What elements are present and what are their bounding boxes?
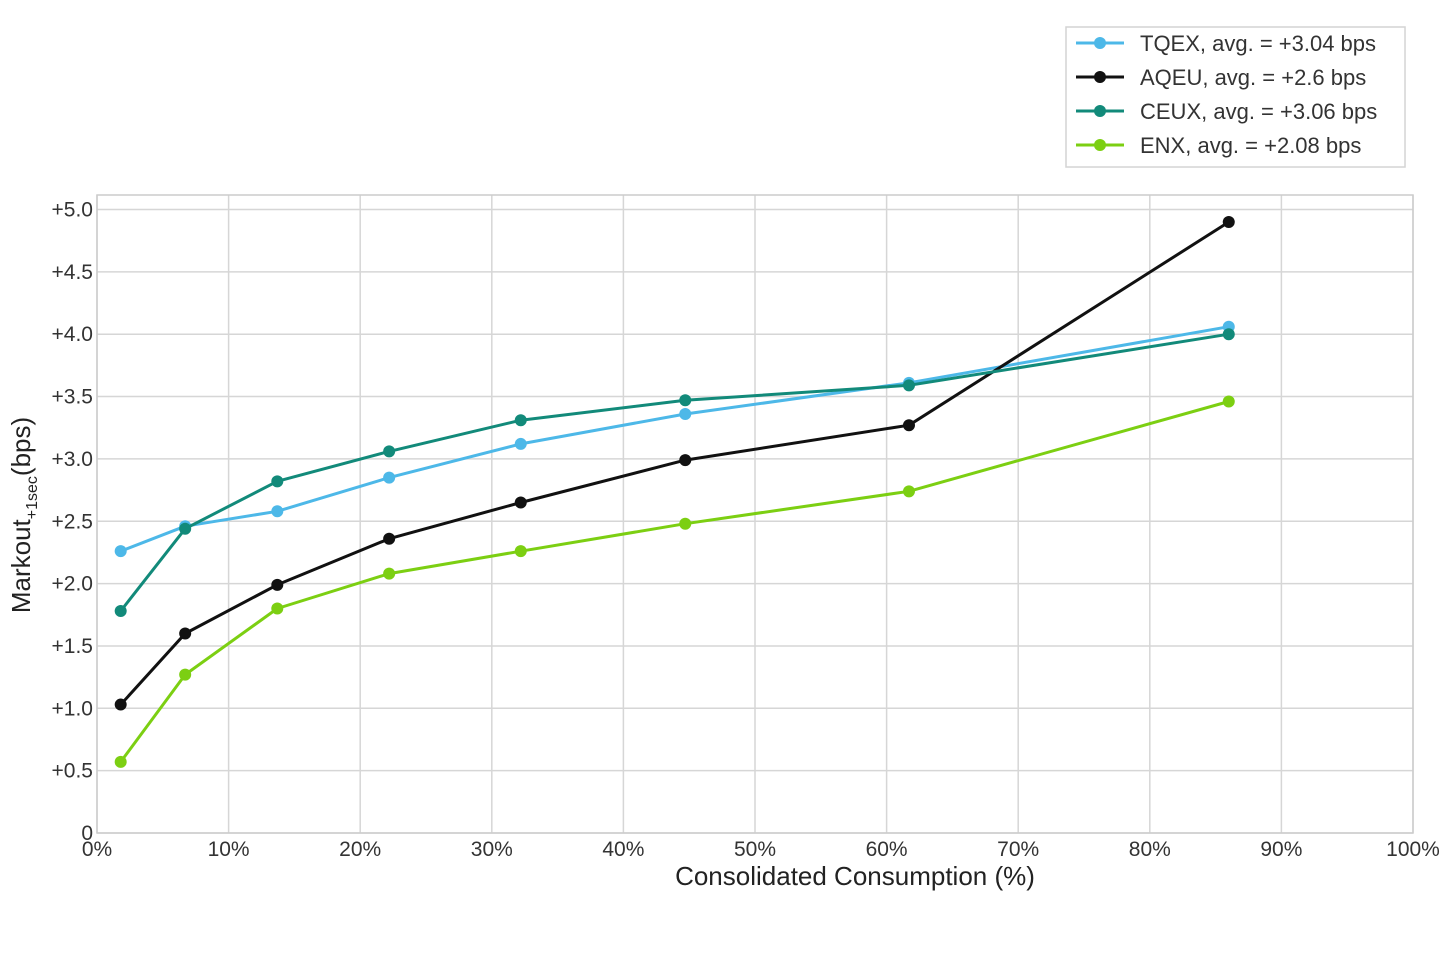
x-tick-label: 10% bbox=[208, 838, 250, 861]
legend-item: AQEU, avg. = +2.6 bps bbox=[1076, 65, 1366, 90]
series-line bbox=[119, 400, 1230, 763]
legend: TQEX, avg. = +3.04 bps AQEU, avg. = +2.6 … bbox=[1065, 26, 1406, 168]
y-axis-title-subscript: +1sec bbox=[24, 476, 41, 519]
data-point bbox=[1222, 215, 1235, 228]
x-tick-label: 80% bbox=[1129, 838, 1171, 861]
series-3 bbox=[114, 395, 1235, 768]
legend-swatch-marker bbox=[1094, 139, 1106, 151]
data-point bbox=[114, 698, 127, 711]
y-tick-label: +1.0 bbox=[52, 697, 93, 720]
legend-item: TQEX, avg. = +3.04 bps bbox=[1076, 31, 1376, 56]
y-tick-label: +5.0 bbox=[52, 199, 93, 222]
legend-item: ENX, avg. = +2.08 bps bbox=[1076, 133, 1361, 158]
data-point bbox=[514, 545, 527, 558]
data-point bbox=[179, 627, 192, 640]
legend-item: CEUX, avg. = +3.06 bps bbox=[1076, 99, 1377, 124]
data-point bbox=[271, 505, 284, 518]
x-tick-label: 100% bbox=[1386, 838, 1440, 861]
data-point bbox=[1222, 395, 1235, 408]
y-tick-label: +3.5 bbox=[52, 386, 93, 409]
data-point bbox=[179, 668, 192, 681]
x-tick-label: 50% bbox=[734, 838, 776, 861]
legend-items: TQEX, avg. = +3.04 bps AQEU, avg. = +2.6 … bbox=[1076, 31, 1377, 158]
y-tick-labels: 0 +0.5 +1.0 +1.5 +2.0 +2.5 +3.0 +3.5 +4.0 +4.5 +5.… bbox=[52, 199, 93, 846]
data-point bbox=[514, 437, 527, 450]
data-point bbox=[114, 755, 127, 768]
data-point bbox=[383, 471, 396, 484]
series-2 bbox=[114, 328, 1235, 618]
legend-swatch-marker bbox=[1094, 37, 1106, 49]
data-point bbox=[679, 394, 692, 407]
y-tick-label: +0.5 bbox=[52, 760, 93, 783]
x-tick-label: 30% bbox=[471, 838, 513, 861]
x-axis-title: Consolidated Consumption (%) bbox=[675, 861, 1035, 891]
data-point bbox=[902, 419, 915, 432]
y-tick-label: +4.5 bbox=[52, 261, 93, 284]
series-layer bbox=[114, 215, 1235, 768]
data-point bbox=[271, 602, 284, 615]
data-point bbox=[383, 567, 396, 580]
data-point bbox=[271, 475, 284, 488]
legend-swatch-marker bbox=[1094, 105, 1106, 117]
legend-label: AQEU, avg. = +2.6 bps bbox=[1140, 65, 1366, 90]
x-tick-label: 90% bbox=[1260, 838, 1302, 861]
y-tick-label: +1.5 bbox=[52, 635, 93, 658]
series-1 bbox=[114, 215, 1235, 711]
data-point bbox=[679, 517, 692, 530]
legend-label: ENX, avg. = +2.08 bps bbox=[1140, 133, 1361, 158]
y-axis-title-unit: (bps) bbox=[6, 417, 36, 476]
legend-label: CEUX, avg. = +3.06 bps bbox=[1140, 99, 1377, 124]
data-point bbox=[179, 522, 192, 535]
data-point bbox=[902, 485, 915, 498]
series-line bbox=[119, 332, 1230, 612]
x-tick-label: 70% bbox=[997, 838, 1039, 861]
y-tick-label: +2.0 bbox=[52, 573, 93, 596]
x-tick-label: 20% bbox=[339, 838, 381, 861]
y-axis-title: Markout+1sec(bps) bbox=[6, 417, 41, 613]
data-point bbox=[114, 605, 127, 618]
data-point bbox=[679, 408, 692, 421]
y-tick-label: +3.0 bbox=[52, 448, 93, 471]
data-point bbox=[1222, 328, 1235, 341]
data-point bbox=[679, 454, 692, 467]
x-tick-label: 60% bbox=[866, 838, 908, 861]
data-point bbox=[514, 414, 527, 427]
x-tick-label: 0% bbox=[82, 838, 112, 861]
x-tick-label: 40% bbox=[602, 838, 644, 861]
data-point bbox=[383, 445, 396, 458]
data-point bbox=[271, 578, 284, 591]
data-point bbox=[514, 496, 527, 509]
data-point bbox=[902, 379, 915, 392]
y-tick-label: +2.5 bbox=[52, 510, 93, 533]
legend-swatch-marker bbox=[1094, 71, 1106, 83]
legend-label: TQEX, avg. = +3.04 bps bbox=[1140, 31, 1376, 56]
x-tick-labels: 0% 10% 20% 30% 40% 50% 60% 70% 80% 90% 100% bbox=[82, 838, 1440, 861]
data-point bbox=[383, 532, 396, 545]
y-axis-title-main: Markout bbox=[6, 518, 36, 613]
y-tick-label: +4.0 bbox=[52, 323, 93, 346]
data-point bbox=[114, 545, 127, 558]
series-line bbox=[119, 220, 1230, 706]
y-tick-label: 0 bbox=[81, 822, 93, 845]
plot-frame bbox=[96, 194, 1414, 834]
